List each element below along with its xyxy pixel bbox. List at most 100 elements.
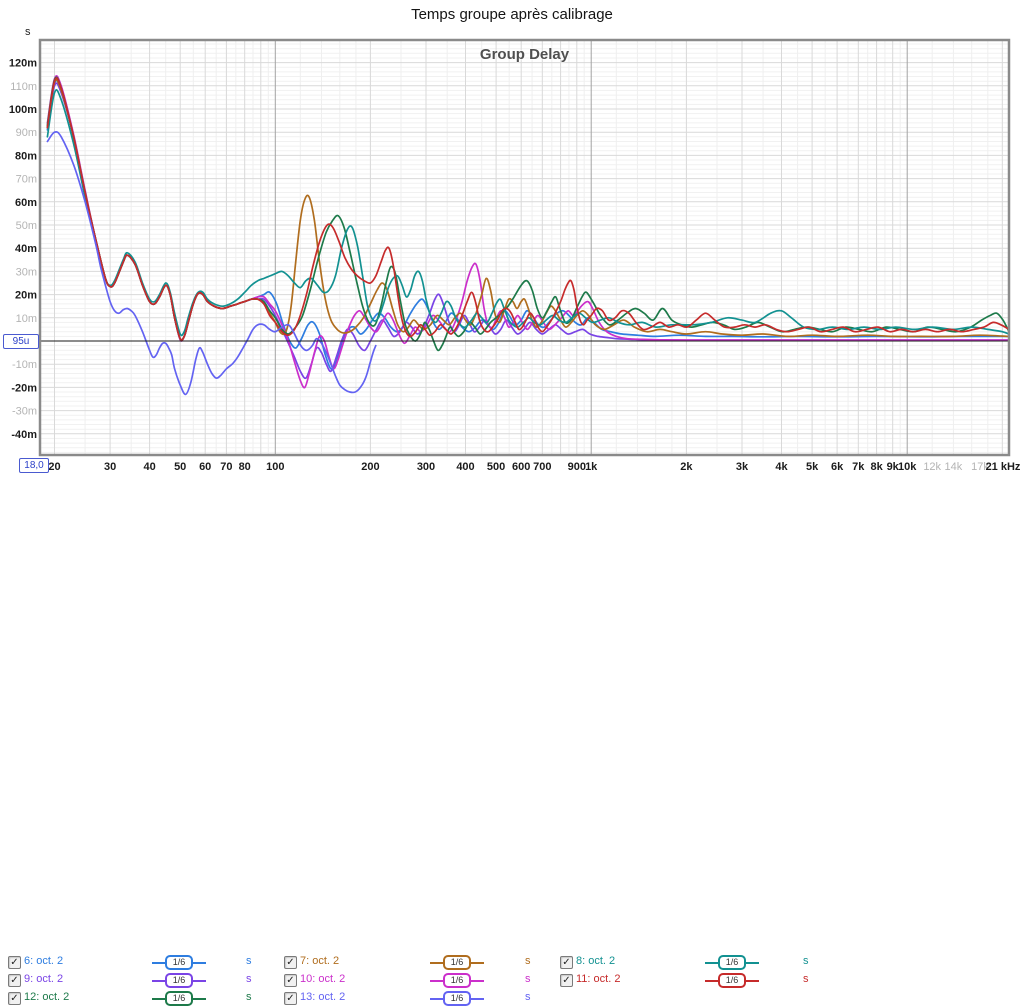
trace-line-sample2-7 [471,962,484,964]
unit-label-11: s [803,973,809,985]
cursor-frequency-readout: 18,0 [19,458,49,473]
x-tick-21 kHz: 21 kHz [986,461,1021,473]
measurement-label-7[interactable]: 7: oct. 2 [300,955,340,967]
trace-line-sample-11 [705,980,718,982]
x-tick-7k: 7k [852,461,865,473]
unit-label-6: s [246,955,252,967]
measurement-label-13[interactable]: 13: oct. 2 [300,991,346,1003]
x-tick-70: 70 [220,461,232,473]
x-tick-5k: 5k [806,461,819,473]
x-tick-6k: 6k [831,461,844,473]
measurement-checkbox-8[interactable]: ✓ [560,956,573,969]
y-tick--30m: -30m [12,406,37,418]
x-tick-300: 300 [417,461,435,473]
x-tick-17k: 17k [971,461,989,473]
cursor-value-readout: 95u [3,334,39,349]
measurement-label-10[interactable]: 10: oct. 2 [300,973,346,985]
smoothing-box-7[interactable]: 1/6 [443,955,471,970]
legend: ✓ 6: oct. 2 1/6 s ✓ 7: oct. 2 1/6 s ✓ 8: oct. 2 1/… [0,474,1024,1006]
y-tick-40m: 40m [15,243,37,255]
measurement-label-8[interactable]: 8: oct. 2 [576,955,616,967]
unit-label-10: s [525,973,531,985]
x-tick-500: 500 [487,461,505,473]
x-tick-600: 600 [512,461,530,473]
x-tick-700: 700 [533,461,551,473]
trace-line-sample-13 [430,998,443,1000]
x-tick-2k: 2k [680,461,693,473]
trace-line-sample2-12 [193,998,206,1000]
y-tick-30m: 30m [16,266,37,278]
trace-8 [46,89,1009,337]
x-tick-12k: 12k [923,461,941,473]
trace-line-sample-9 [152,980,165,982]
measurement-label-6[interactable]: 6: oct. 2 [24,955,64,967]
y-tick--20m: -20m [11,382,37,394]
unit-label-13: s [525,991,531,1003]
trace-line-sample2-6 [193,962,206,964]
x-tick-30: 30 [104,461,116,473]
x-tick-3k: 3k [736,461,749,473]
plot-border [38,38,1011,457]
x-tick-80: 80 [239,461,251,473]
unit-label-12: s [246,991,252,1003]
y-tick-100m: 100m [9,104,37,116]
measurement-label-11[interactable]: 11: oct. 2 [576,973,621,985]
y-tick-110m: 110m [10,81,37,93]
x-axis-labels: 20 30 40 50 60 70 80 100 200 300 400 500 600 700 900 1k… [48,461,1021,473]
y-tick-120m: 120m [9,58,37,70]
measurement-checkbox-10[interactable]: ✓ [284,974,297,987]
x-tick-9k: 9k [887,461,900,473]
y-tick-80m: 80m [15,150,37,162]
x-tick-10k: 10k [898,461,917,473]
measurement-checkbox-6[interactable]: ✓ [8,956,21,969]
y-tick-50m: 50m [16,220,37,232]
y-tick--10m: -10m [12,359,37,371]
smoothing-box-6[interactable]: 1/6 [165,955,193,970]
x-tick-14k: 14k [945,461,963,473]
measurement-checkbox-9[interactable]: ✓ [8,974,21,987]
smoothing-box-11[interactable]: 1/6 [718,973,746,988]
group-delay-chart: 120m 110m 100m 90m 80m 70m 60m 50m 40m 30m 20m 10m -… [9,38,1021,473]
y-axis-unit-label: s [25,26,31,38]
y-tick-60m: 60m [15,197,37,209]
smoothing-box-12[interactable]: 1/6 [165,991,193,1006]
y-tick-90m: 90m [16,127,37,139]
x-tick-100: 100 [266,461,284,473]
smoothing-box-10[interactable]: 1/6 [443,973,471,988]
trace-line-sample-6 [152,962,165,964]
trace-line-sample2-8 [746,962,759,964]
x-tick-1k: 1k [585,461,598,473]
y-axis-labels: 120m 110m 100m 90m 80m 70m 60m 50m 40m 30m 20m 10m -… [9,58,37,441]
x-tick-4k: 4k [775,461,788,473]
y-tick-10m: 10m [16,313,37,325]
y-tick-20m: 20m [15,290,37,302]
x-tick-60: 60 [199,461,211,473]
y-tick--40m: -40m [11,429,37,441]
smoothing-box-9[interactable]: 1/6 [165,973,193,988]
measurement-label-12[interactable]: 12: oct. 2 [24,991,70,1003]
measurement-checkbox-7[interactable]: ✓ [284,956,297,969]
measurement-checkbox-13[interactable]: ✓ [284,992,297,1005]
trace-11 [46,77,1009,341]
trace-line-sample2-11 [746,980,759,982]
x-tick-400: 400 [456,461,474,473]
measurement-checkbox-12[interactable]: ✓ [8,992,21,1005]
y-tick-70m: 70m [16,174,37,186]
trace-line-sample-7 [430,962,443,964]
trace-13 [46,130,377,396]
trace-line-sample2-10 [471,980,484,982]
plot-area[interactable] [40,40,1009,455]
x-tick-8k: 8k [870,461,883,473]
smoothing-box-8[interactable]: 1/6 [718,955,746,970]
trace-line-sample-10 [430,980,443,982]
measurement-label-9[interactable]: 9: oct. 2 [24,973,64,985]
unit-label-8: s [803,955,809,967]
measurement-checkbox-11[interactable]: ✓ [560,974,573,987]
x-tick-50: 50 [174,461,186,473]
smoothing-box-13[interactable]: 1/6 [443,991,471,1006]
trace-line-sample2-13 [471,998,484,1000]
unit-label-9: s [246,973,252,985]
page-title: Temps groupe après calibrage [411,6,613,23]
x-tick-200: 200 [361,461,379,473]
trace-line-sample-12 [152,998,165,1000]
